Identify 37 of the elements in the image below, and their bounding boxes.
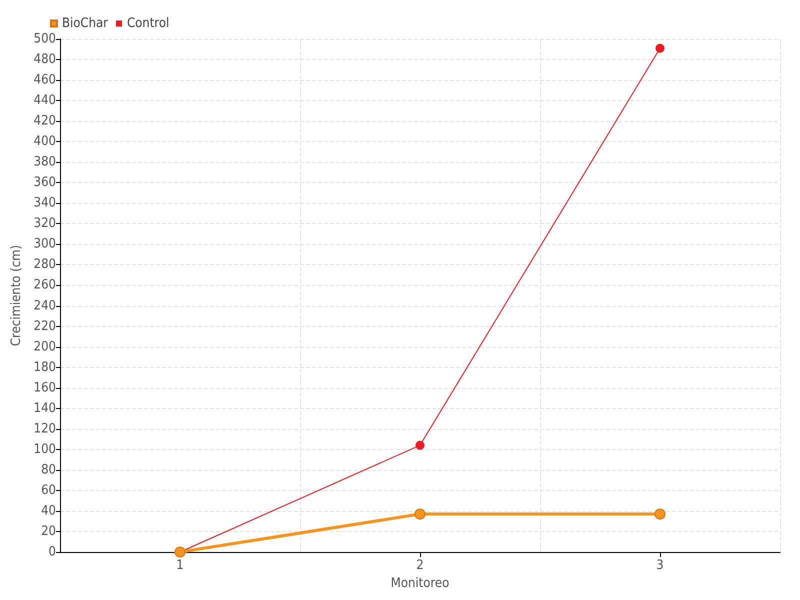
x-tick-label: 1 (176, 558, 184, 573)
y-tick-label: 220 (34, 318, 56, 334)
y-tick-label: 180 (34, 360, 56, 375)
legend-label: BioChar (62, 16, 108, 31)
y-tick-label: 380 (34, 154, 56, 170)
y-tick-label: 480 (34, 52, 56, 68)
y-tick-label: 40 (41, 503, 56, 518)
y-axis-title: Crecimiento (cm) (8, 244, 24, 346)
point (656, 44, 664, 53)
point (414, 508, 426, 520)
y-tick-label: 140 (34, 400, 56, 416)
y-tick-label: 0 (48, 544, 56, 560)
y-tick-label: 360 (34, 175, 56, 190)
y-tick-label: 120 (34, 421, 56, 436)
y-tick-label: 500 (34, 32, 56, 46)
x-axis-title: Monitoreo (390, 576, 450, 591)
y-tick-label: 280 (34, 257, 56, 272)
y-tick-label: 420 (34, 114, 56, 129)
y-tick-label: 340 (34, 196, 56, 211)
y-tick-label: 240 (34, 298, 56, 314)
y-tick-label: 300 (34, 236, 56, 252)
y-tick-label: 160 (34, 380, 56, 396)
x-tick-label: 2 (416, 558, 424, 573)
legend-label: Control (126, 16, 170, 31)
x-tick-label: 3 (656, 558, 664, 573)
y-tick-label: 200 (34, 339, 56, 354)
y-tick-label: 100 (34, 442, 56, 457)
y-tick-label: 260 (34, 278, 56, 293)
y-tick-label: 60 (41, 482, 56, 498)
y-tick-label: 20 (41, 524, 56, 539)
y-tick-label: 460 (34, 72, 56, 88)
y-tick-label: 400 (34, 134, 56, 150)
y-tick-label: 440 (34, 93, 56, 108)
point (416, 440, 424, 450)
point (654, 508, 666, 520)
y-tick-label: 320 (34, 216, 56, 232)
y-tick-label: 80 (41, 462, 56, 478)
